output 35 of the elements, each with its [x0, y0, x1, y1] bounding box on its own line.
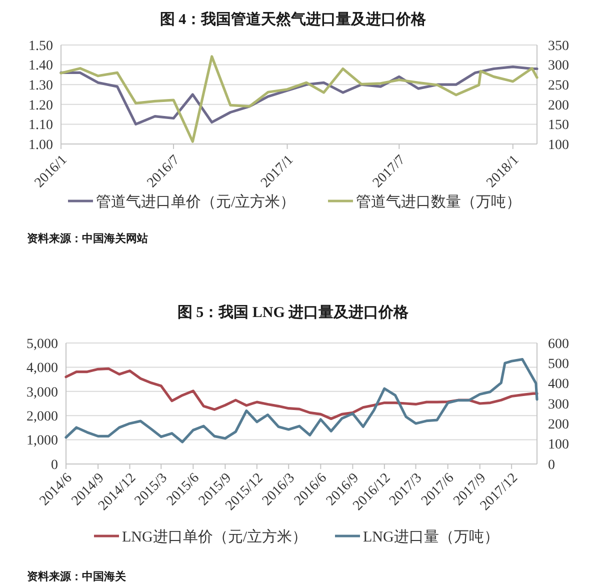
line-series: [64, 358, 538, 444]
y-tick-label: 1.50: [28, 38, 53, 54]
y2-tick-label: 200: [548, 98, 569, 114]
line-series: [64, 367, 538, 420]
y2-tick-label: 200: [548, 418, 569, 433]
y2-tick-label: 100: [548, 438, 569, 453]
y2-tick-label: 350: [548, 38, 569, 54]
legend-label: LNG进口单价（元/立方米）: [122, 528, 307, 546]
y-tick-label: 1.30: [28, 78, 53, 94]
legend-label: 管道气进口单价（元/立方米）: [96, 193, 296, 210]
y-tick-label: 2,000: [26, 410, 58, 424]
y-tick-label: 4,000: [26, 361, 58, 376]
text: 资料来源：中国海关: [27, 570, 127, 583]
y-tick-label: 1.20: [28, 98, 53, 114]
y-tick-label: 3,000: [26, 385, 58, 400]
legend-label: 管道气进口数量（万吨）: [356, 193, 521, 210]
chart-title: 图 5：我国 LNG 进口量及进口价格: [177, 304, 410, 321]
y2-tick-label: 250: [548, 78, 569, 94]
y-tick-label: 1,000: [26, 434, 58, 449]
y2-tick-label: 0: [548, 458, 555, 473]
text: 资料来源：中国海关网站: [27, 232, 148, 245]
y-tick-label: 1.00: [28, 138, 53, 153]
y2-tick-label: 100: [548, 138, 569, 153]
chart-title: 图 4：我国管道天然气进口量及进口价格: [160, 11, 428, 28]
y-tick-label: 5,000: [26, 336, 58, 352]
y2-tick-label: 400: [548, 377, 569, 392]
y2-tick-label: 300: [548, 58, 569, 74]
y-tick-label: 0: [51, 458, 58, 473]
legend-label: LNG进口量（万吨）: [363, 528, 499, 546]
y-tick-label: 1.10: [28, 118, 53, 134]
y2-tick-label: 600: [548, 336, 569, 352]
y2-tick-label: 150: [548, 118, 569, 134]
y2-tick-label: 300: [548, 397, 569, 412]
y-tick-label: 1.40: [28, 58, 53, 74]
y2-tick-label: 500: [548, 357, 569, 372]
